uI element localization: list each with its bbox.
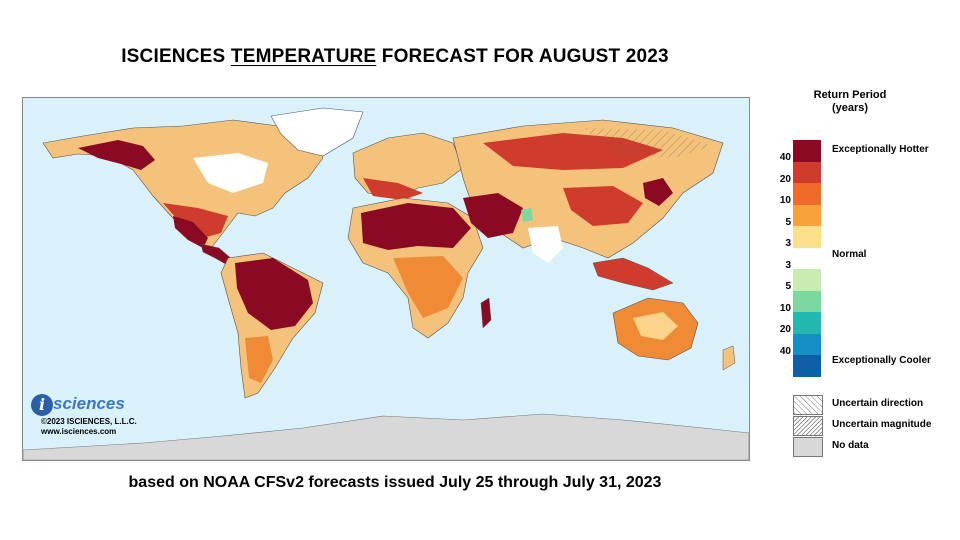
africa-exceptional-sahara bbox=[361, 203, 471, 250]
legend-normal-label: Normal bbox=[832, 249, 867, 260]
legend-cool-label: Exceptionally Cooler bbox=[832, 355, 931, 366]
scale-swatch bbox=[793, 247, 821, 269]
tick-cool-10: 10 bbox=[779, 302, 791, 314]
europe-hot-south bbox=[363, 178, 423, 200]
uncertain-direction-swatch bbox=[793, 395, 823, 415]
logo-copyright: ©2023 ISCIENCES, L.L.C. bbox=[41, 417, 137, 426]
asia-exceptional-middle-east bbox=[463, 193, 523, 238]
no-data-label: No data bbox=[832, 440, 869, 451]
scale-swatch bbox=[793, 183, 821, 205]
tick-cool-40: 40 bbox=[779, 345, 791, 357]
legend-title-line1: Return Period bbox=[813, 89, 887, 101]
uncertain-hatch-north bbox=[583, 128, 713, 158]
antarctica bbox=[23, 413, 749, 460]
south-america-hot-south bbox=[245, 336, 273, 383]
tick-hot-20: 20 bbox=[779, 173, 791, 185]
tick-hot-5: 5 bbox=[785, 216, 791, 228]
legend-hot-label: Exceptionally Hotter bbox=[832, 144, 929, 155]
scale-swatch bbox=[793, 290, 821, 312]
australia-normal bbox=[633, 312, 678, 340]
new-zealand bbox=[722, 345, 736, 371]
north-america-normal-canada bbox=[193, 153, 268, 193]
scale-swatch bbox=[793, 204, 821, 226]
madagascar bbox=[480, 297, 492, 329]
color-scale bbox=[793, 140, 821, 377]
north-america-exceptional-mexico bbox=[173, 216, 208, 248]
southeast-asia-islands bbox=[592, 257, 674, 291]
tick-cool-5: 5 bbox=[785, 281, 791, 292]
tick-hot-40: 40 bbox=[779, 152, 791, 163]
scale-swatch bbox=[793, 226, 821, 248]
north-america-hot-northwest bbox=[78, 140, 155, 170]
scale-swatch bbox=[793, 355, 821, 377]
scale-swatch bbox=[793, 333, 821, 355]
logo-url[interactable]: www.isciences.com bbox=[41, 427, 117, 436]
north-america-hot-south bbox=[163, 203, 228, 238]
scale-swatch bbox=[793, 269, 821, 291]
map-title: ISCIENCES TEMPERATURE FORECAST FOR AUGUS… bbox=[0, 46, 790, 68]
scale-swatch bbox=[793, 312, 821, 334]
scale-swatch bbox=[793, 140, 821, 162]
logo-name: sciences bbox=[53, 394, 125, 413]
tick-hot-10: 10 bbox=[779, 195, 791, 206]
uncertain-magnitude-label: Uncertain magnitude bbox=[832, 419, 932, 430]
title-emphasis: TEMPERATURE bbox=[230, 46, 377, 67]
tick-hot-3: 3 bbox=[785, 238, 791, 249]
asia-hot-china bbox=[563, 186, 643, 226]
asia-exceptional-east bbox=[643, 178, 673, 206]
asia-cool-spot bbox=[521, 208, 533, 222]
greenland bbox=[270, 107, 364, 157]
legend-title: Return Period (years) bbox=[800, 89, 900, 115]
tick-cool-3: 3 bbox=[785, 259, 791, 271]
scale-swatch bbox=[793, 161, 821, 183]
africa-hot-central bbox=[393, 256, 463, 318]
world-map bbox=[22, 97, 750, 461]
legend-title-line2: (years) bbox=[831, 102, 869, 114]
logo-mark-icon: i bbox=[31, 394, 53, 416]
title-prefix: ISCIENCES bbox=[121, 46, 231, 67]
uncertain-direction-label: Uncertain direction bbox=[832, 398, 924, 409]
south-america-exceptional-core bbox=[235, 258, 313, 330]
map-subtitle: based on NOAA CFSv2 forecasts issued Jul… bbox=[128, 474, 662, 491]
world-map-svg bbox=[23, 98, 749, 460]
uncertain-magnitude-swatch bbox=[793, 416, 823, 436]
asia-normal-india bbox=[528, 226, 563, 263]
no-data-swatch bbox=[793, 437, 823, 457]
title-suffix: FORECAST FOR AUGUST 2023 bbox=[376, 46, 669, 67]
tick-cool-20: 20 bbox=[779, 324, 791, 335]
